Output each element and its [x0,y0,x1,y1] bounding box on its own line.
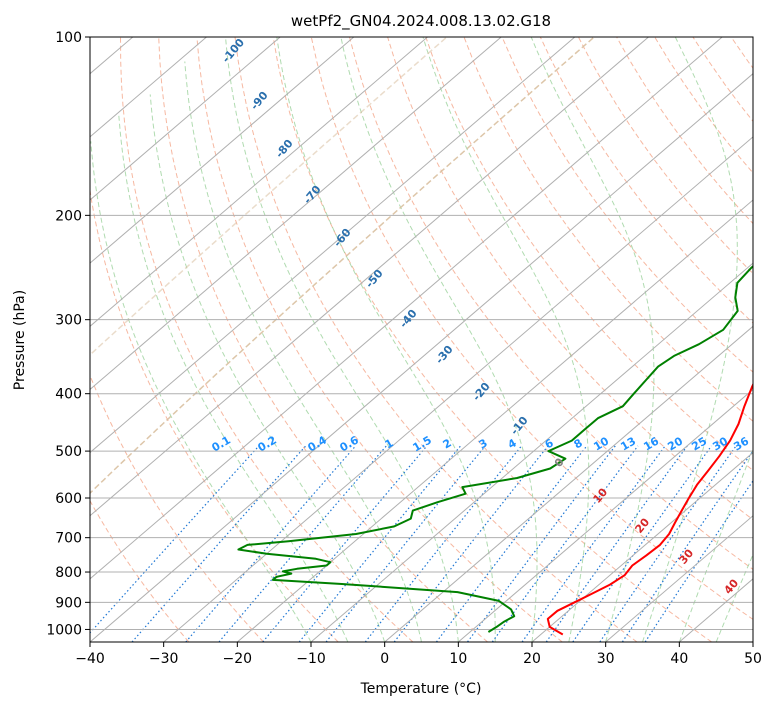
isotherm [605,515,753,642]
isotherm [90,37,502,391]
dry-adiabat [501,37,753,373]
x-tick-label: 30 [597,651,615,667]
y-tick-label: 800 [55,565,82,581]
dry-adiabat [158,37,488,642]
moist-adiabat [678,447,753,642]
axis-ticks: −40 −30 −20 −10 0 10 20 30 40 50 100 200 300 400 500 60… [46,30,762,667]
isotherm [90,73,753,642]
dry-adiabat [310,37,753,620]
dry-adiabat [272,37,712,642]
data-lines [237,264,753,636]
dry-adiabat [234,37,638,642]
isotherm [90,37,281,201]
y-tick-label: 600 [55,491,82,507]
moist-adiabat [149,94,386,642]
y-tick-label: 700 [55,531,82,547]
x-tick-label: 0 [380,651,389,667]
isotherm [90,37,355,264]
x-tick-label: −10 [296,651,326,667]
mixing-ratio-line [185,445,357,642]
isotherm [90,37,428,327]
moist-adiabat [642,37,738,642]
mixing-ratio-line [435,445,588,642]
isotherm [310,262,753,642]
dry-adiabat [90,187,339,642]
isotherm [531,451,753,642]
isotherm [90,37,649,517]
plot-background [90,37,753,642]
isotherm [90,37,723,580]
x-tick-label: 20 [523,651,541,667]
reference-curve [90,37,595,495]
x-tick-label: −30 [149,651,179,667]
x-tick-label: 10 [449,651,467,667]
moist-adiabat [225,37,459,642]
mixing-ratio-line [521,445,666,642]
x-tick-label: −40 [75,651,105,667]
mixing-ratio-line [621,449,753,642]
mixing-ratio-line [491,445,639,642]
moist-adiabat [530,37,655,642]
y-tick-label: 200 [55,208,82,224]
y-tick-label: 1000 [46,622,82,638]
mixing-ratio-line [364,445,522,642]
x-tick-label: 40 [670,651,688,667]
temperature-line [546,382,753,636]
isotherm [236,199,753,642]
x-axis-label: Temperature (°C) [360,681,482,697]
y-tick-label: 300 [55,313,82,329]
mixing-ratio-line [644,479,753,642]
mixing-ratio-line [545,445,688,642]
y-axis-label: Pressure (hPa) [12,290,28,390]
y-tick-label: 100 [55,30,82,46]
mixing-ratio-line [218,445,387,642]
mixing-ratio-line [90,445,260,634]
plot-frame [89,36,754,643]
x-tick-label: −20 [223,651,253,667]
moist-adiabat [422,37,590,642]
dry-adiabat [425,37,753,471]
mixing-ratio-line [262,445,428,642]
chart-title: wetPf2_GN04.2024.008.13.02.G18 [291,12,551,31]
mixing-ratio-line [467,445,616,642]
mixing-ratio-line [393,445,549,642]
y-tick-label: 900 [55,595,82,611]
isotherm [457,388,753,642]
mixing-ratio-line [572,445,712,642]
y-tick-label: 400 [55,387,82,403]
y-tick-label: 500 [55,444,82,460]
dry-adiabat [196,37,563,642]
mixing-ratio-line [599,445,737,642]
isotherm [384,325,753,642]
moist-adiabat [118,114,349,642]
isotherm [90,37,576,454]
dewpoint-line [237,264,753,633]
moist-adiabat [184,61,422,642]
moist-adiabat [340,37,538,642]
x-tick-label: 50 [744,651,762,667]
dry-adiabat [90,374,264,642]
